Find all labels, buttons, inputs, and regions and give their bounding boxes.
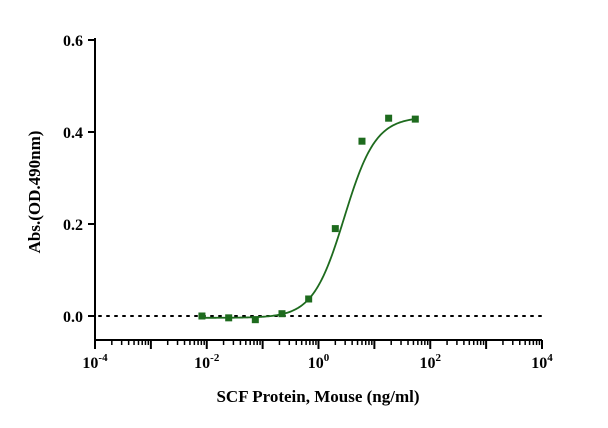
data-point [225,314,233,322]
fit-curve [201,118,416,319]
x-axis-title: SCF Protein, Mouse (ng/ml) [216,387,419,406]
x-tick-label: 10-2 [194,352,220,372]
y-tick-label: 0.2 [63,217,83,234]
x-tick-label: 10-4 [82,352,108,372]
data-point [278,310,286,318]
x-ticks: 10-4 10-2 100 102 104 [82,340,553,372]
data-point [251,316,259,324]
plot-area: 0.0 0.2 0.4 0.6 10-4 10-2 100 102 104 [63,33,553,372]
y-axis-title: Abs.(OD.490nm) [25,131,44,254]
x-tick-label: 104 [531,352,553,372]
data-points [198,114,419,324]
data-point [358,137,366,145]
y-tick-label: 0.0 [63,309,83,326]
y-tick-label: 0.4 [63,125,83,142]
data-point [198,312,206,320]
x-tick-label: 100 [308,352,330,372]
data-point [385,114,393,122]
data-point [411,115,419,123]
x-tick-label: 102 [420,352,442,372]
y-tick-label: 0.6 [63,33,83,50]
data-point [305,295,313,303]
y-ticks: 0.0 0.2 0.4 0.6 [63,33,95,326]
data-point [331,225,339,233]
